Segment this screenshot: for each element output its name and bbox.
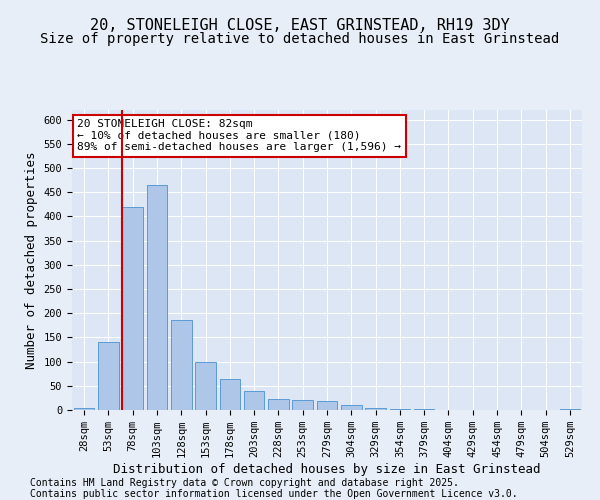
Text: 20 STONELEIGH CLOSE: 82sqm
← 10% of detached houses are smaller (180)
89% of sem: 20 STONELEIGH CLOSE: 82sqm ← 10% of deta… [77,119,401,152]
Bar [341,405,362,410]
Text: 20, STONELEIGH CLOSE, EAST GRINSTEAD, RH19 3DY: 20, STONELEIGH CLOSE, EAST GRINSTEAD, RH… [90,18,510,32]
Text: Size of property relative to detached houses in East Grinstead: Size of property relative to detached ho… [40,32,560,46]
Bar [195,362,216,410]
Bar [560,408,580,410]
Bar [317,402,337,410]
Text: Contains public sector information licensed under the Open Government Licence v3: Contains public sector information licen… [30,489,518,499]
Bar [98,342,119,410]
Bar [244,390,265,410]
Bar [389,408,410,410]
Bar [414,409,434,410]
Bar [146,185,167,410]
Bar [220,378,240,410]
Bar [122,207,143,410]
Bar [365,408,386,410]
X-axis label: Distribution of detached houses by size in East Grinstead: Distribution of detached houses by size … [113,463,541,476]
Y-axis label: Number of detached properties: Number of detached properties [25,151,38,369]
Text: Contains HM Land Registry data © Crown copyright and database right 2025.: Contains HM Land Registry data © Crown c… [30,478,459,488]
Bar [171,320,191,410]
Bar [268,400,289,410]
Bar [74,408,94,410]
Bar [292,400,313,410]
